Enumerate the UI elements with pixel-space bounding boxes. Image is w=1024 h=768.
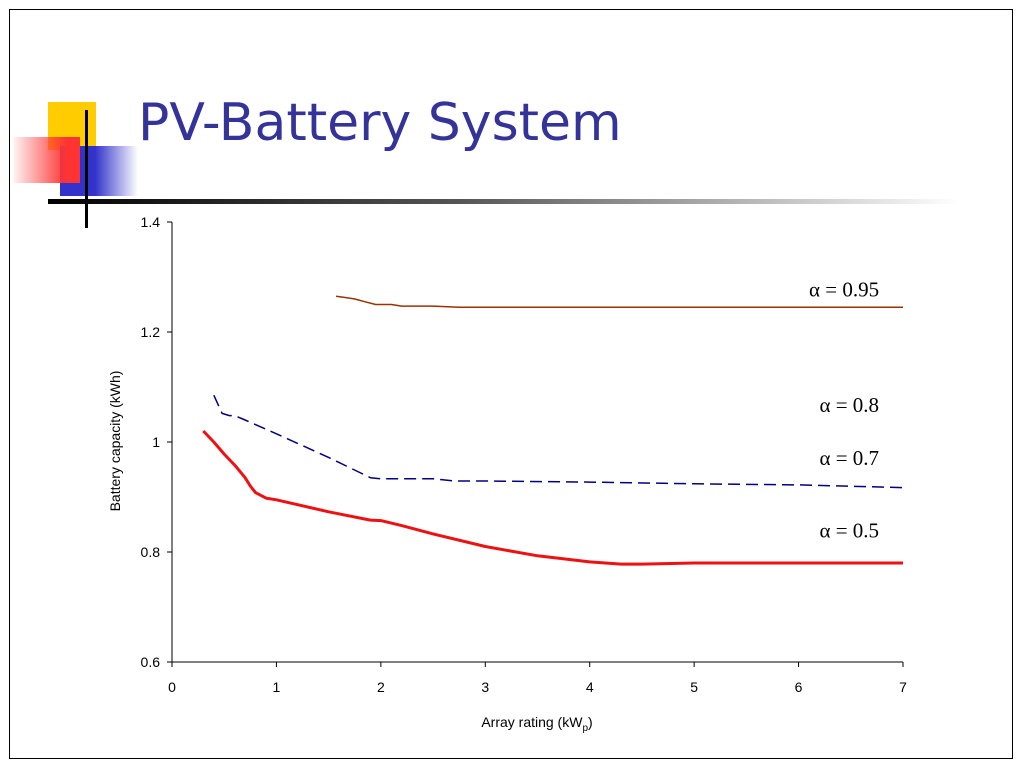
x-tick-label: 2: [377, 679, 385, 695]
decor-vertical-line: [85, 110, 88, 228]
y-tick-label: 0.6: [141, 654, 161, 670]
x-tick-label: 1: [273, 679, 281, 695]
x-tick-label: 4: [586, 679, 594, 695]
x-tick-label: 7: [899, 679, 907, 695]
x-axis-title-subscript: p: [582, 723, 588, 734]
x-axis-title-main: Array rating (kW: [481, 714, 583, 730]
chart-axes: 0.6 0.8 1 1.2 1.4 0 1 2 3 4 5 6 7: [141, 214, 908, 695]
y-tick-label: 1: [152, 434, 160, 450]
series-annotation: α = 0.95: [809, 277, 879, 301]
title-underline: [48, 199, 960, 204]
x-axis-title-end: ): [588, 714, 593, 730]
x-tick-label: 3: [481, 679, 489, 695]
y-tick-label: 1.4: [141, 214, 161, 230]
chart-series: [202, 295, 904, 566]
chart-annotations: α = 0.95 α = 0.8 α = 0.7 α = 0.5: [809, 277, 879, 542]
series-annotation: α = 0.8: [819, 393, 879, 417]
y-axis-title: Battery capacity (kWh): [107, 371, 123, 512]
decor-red-square: [14, 137, 80, 183]
series-line-1: [213, 394, 904, 489]
slide-frame: [9, 9, 1013, 759]
x-tick-label: 5: [690, 679, 698, 695]
series-annotation: α = 0.5: [819, 519, 879, 543]
series-line-0: [335, 295, 903, 308]
x-tick-label: 6: [795, 679, 803, 695]
series-line-2: [202, 429, 903, 566]
x-axis-title: Array rating (kWp): [481, 714, 592, 734]
x-tick-label: 0: [168, 679, 176, 695]
y-tick-label: 0.8: [141, 544, 161, 560]
series-annotation: α = 0.7: [819, 446, 879, 470]
y-tick-label: 1.2: [141, 324, 161, 340]
slide-title: PV-Battery System: [138, 93, 622, 153]
